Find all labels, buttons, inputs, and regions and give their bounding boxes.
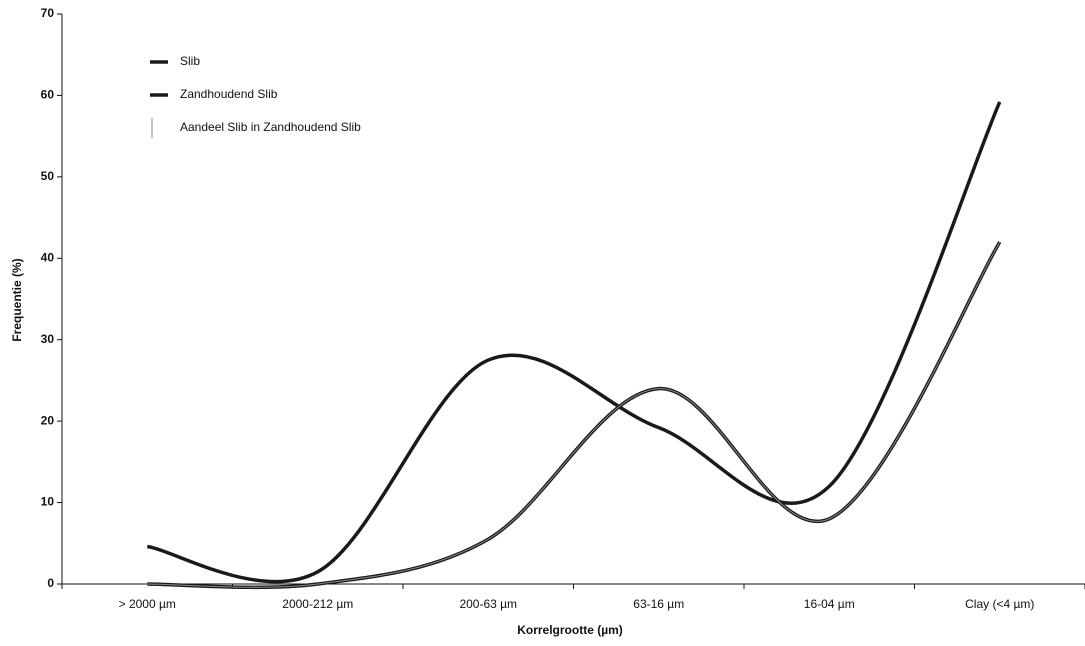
series-line <box>147 241 1002 590</box>
y-tick-label: 0 <box>47 576 54 590</box>
series-line <box>147 241 1001 588</box>
x-tick-label: > 2000 µm <box>119 597 176 611</box>
y-tick-label: 70 <box>41 6 55 20</box>
y-tick-label: 50 <box>41 169 55 183</box>
y-tick-label: 30 <box>41 332 55 346</box>
x-axis-title: Korrelgrootte (µm) <box>517 623 623 637</box>
legend-label: Slib <box>180 54 200 68</box>
x-tick-label: Clay (<4 µm) <box>965 597 1034 611</box>
x-tick-label: 63-16 µm <box>633 597 684 611</box>
x-tick-label: 2000-212 µm <box>282 597 353 611</box>
y-tick-label: 20 <box>41 413 55 427</box>
x-tick-label: 16-04 µm <box>804 597 855 611</box>
series-line <box>146 101 1002 584</box>
y-tick-label: 40 <box>41 250 55 264</box>
y-tick-label: 10 <box>41 495 55 509</box>
y-tick-label: 60 <box>41 88 55 102</box>
x-tick-label: 200-63 µm <box>459 597 517 611</box>
y-axis-title: Frequentie (%) <box>10 258 24 341</box>
legend-label: Aandeel Slib in Zandhoudend Slib <box>180 120 361 134</box>
legend-label: Zandhoudend Slib <box>180 87 278 101</box>
